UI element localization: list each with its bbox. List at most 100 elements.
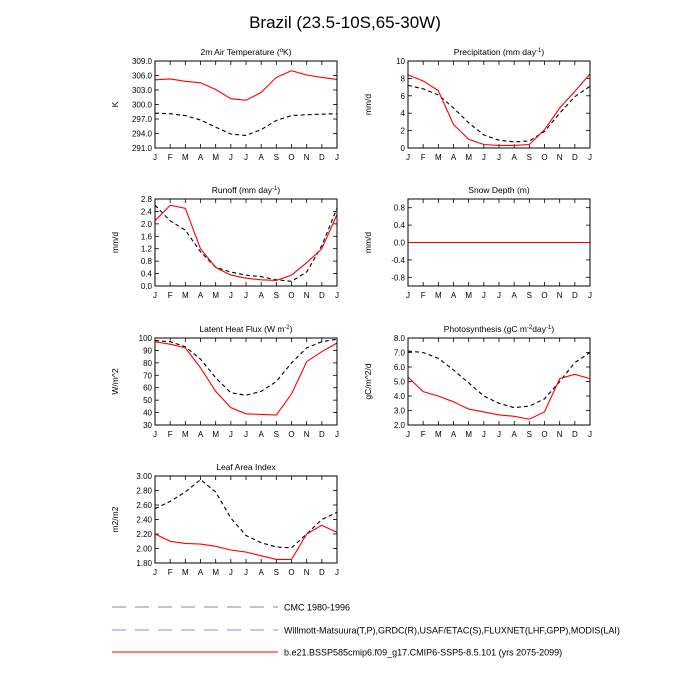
panel-title: Photosynthesis (gC m-2day-1) xyxy=(444,324,555,334)
x-tick-label: M xyxy=(435,291,442,300)
panel-7: Leaf Area Index m2/m2 1.80 2.00 2.20 2.40 2.60… xyxy=(110,462,339,577)
panel-title: Precipitation (mm day-1) xyxy=(454,47,545,57)
x-tick-label: A xyxy=(451,291,457,300)
x-tick-label: J xyxy=(482,430,486,439)
panel-6: Photosynthesis (gC m-2day-1) gC/m^2/d 2.0 3… xyxy=(363,324,592,439)
x-tick-label: M xyxy=(212,568,219,577)
series-line-model xyxy=(154,70,338,101)
x-tick-label: O xyxy=(288,568,294,577)
x-tick-label: N xyxy=(557,153,563,162)
legend-label: Willmott-Matsuura(T,P),GRDC(R),USAF/ETAC… xyxy=(284,626,620,636)
y-tick-label: 10 xyxy=(396,57,405,66)
x-tick-label: F xyxy=(168,430,173,439)
y-tick-label: 2.80 xyxy=(136,487,152,496)
x-tick-label: A xyxy=(198,568,204,577)
series-line-obs xyxy=(154,338,338,396)
series-line-obs xyxy=(154,204,338,282)
x-tick-label: D xyxy=(572,153,578,162)
x-tick-label: N xyxy=(304,153,310,162)
y-tick-label: 2.00 xyxy=(136,545,152,554)
series-line-obs xyxy=(407,84,591,143)
x-tick-label: S xyxy=(274,568,279,577)
y-tick-label: 2.4 xyxy=(141,207,153,216)
x-tick-label: O xyxy=(541,153,547,162)
x-tick-label: O xyxy=(288,291,294,300)
x-tick-label: J xyxy=(335,153,339,162)
y-tick-label: 6 xyxy=(401,92,406,101)
legend-label: CMC 1980-1996 xyxy=(284,603,350,613)
y-tick-label: 300.0 xyxy=(132,101,153,110)
x-tick-label: D xyxy=(319,153,325,162)
y-tick-label: 294.0 xyxy=(132,130,153,139)
y-tick-label: 80 xyxy=(143,359,152,368)
x-tick-label: M xyxy=(212,291,219,300)
x-tick-label: J xyxy=(244,568,248,577)
y-tick-label: 0.4 xyxy=(394,221,406,230)
y-tick-label: 2.60 xyxy=(136,501,152,510)
x-tick-label: J xyxy=(497,291,501,300)
x-tick-label: J xyxy=(335,291,339,300)
x-tick-label: O xyxy=(288,430,294,439)
panel-title: Latent Heat Flux (W m-2) xyxy=(199,324,292,334)
x-tick-label: A xyxy=(258,153,264,162)
y-tick-label: 2.40 xyxy=(136,516,152,525)
x-tick-label: J xyxy=(244,291,248,300)
x-tick-label: J xyxy=(229,430,233,439)
panel-3: Runoff (mm day-1) mm/d 0.0 0.4 0.8 1.2 1.6 2.0 2… xyxy=(110,185,339,300)
x-tick-label: J xyxy=(153,430,157,439)
series-line-obs xyxy=(154,112,338,136)
y-tick-label: 3.00 xyxy=(136,472,152,481)
x-tick-label: F xyxy=(421,153,426,162)
y-tick-label: 5.0 xyxy=(394,378,406,387)
y-tick-label: 70 xyxy=(143,371,152,380)
x-tick-label: A xyxy=(198,153,204,162)
y-tick-label: 306.0 xyxy=(132,72,153,81)
x-tick-label: N xyxy=(557,430,563,439)
x-tick-label: N xyxy=(304,291,310,300)
x-tick-label: A xyxy=(198,291,204,300)
panel-frame xyxy=(407,198,591,287)
y-axis-label: gC/m^2/d xyxy=(363,363,373,399)
x-tick-label: J xyxy=(406,430,410,439)
x-tick-label: J xyxy=(588,291,592,300)
panel-frame xyxy=(407,337,591,426)
x-tick-label: J xyxy=(244,430,248,439)
y-axis-label: mm/d xyxy=(363,94,373,116)
y-axis-label: m2/m2 xyxy=(110,506,120,532)
y-tick-label: 2.0 xyxy=(394,421,406,430)
y-tick-label: 2 xyxy=(401,127,406,136)
y-tick-label: 1.6 xyxy=(141,232,153,241)
x-tick-label: F xyxy=(421,430,426,439)
y-tick-label: 8.0 xyxy=(394,334,406,343)
x-tick-label: O xyxy=(541,430,547,439)
x-tick-label: J xyxy=(482,291,486,300)
x-tick-label: J xyxy=(588,430,592,439)
x-tick-label: J xyxy=(497,430,501,439)
y-axis-label: mm/d xyxy=(110,232,120,254)
y-tick-label: -0.4 xyxy=(391,256,405,265)
x-tick-label: J xyxy=(482,153,486,162)
x-tick-label: J xyxy=(153,153,157,162)
x-tick-label: D xyxy=(319,430,325,439)
panel-title: 2m Air Temperature (oK) xyxy=(200,47,291,57)
y-tick-label: 0.0 xyxy=(394,239,406,248)
x-tick-label: A xyxy=(198,430,204,439)
y-tick-label: 2.8 xyxy=(141,195,153,204)
x-tick-label: D xyxy=(319,568,325,577)
y-tick-label: 297.0 xyxy=(132,115,153,124)
series-line-model xyxy=(154,204,338,281)
x-tick-label: J xyxy=(497,153,501,162)
y-tick-label: 0.8 xyxy=(141,257,153,266)
y-tick-label: 309.0 xyxy=(132,57,153,66)
y-tick-label: 3.0 xyxy=(394,407,406,416)
y-tick-label: 30 xyxy=(143,421,152,430)
x-tick-label: J xyxy=(229,568,233,577)
panel-title: Runoff (mm day-1) xyxy=(212,185,281,195)
x-tick-label: J xyxy=(406,153,410,162)
x-tick-label: N xyxy=(557,291,563,300)
y-tick-label: 6.0 xyxy=(394,363,406,372)
x-tick-label: M xyxy=(212,430,219,439)
x-tick-label: S xyxy=(527,291,532,300)
x-tick-label: M xyxy=(182,153,189,162)
x-tick-label: D xyxy=(319,291,325,300)
